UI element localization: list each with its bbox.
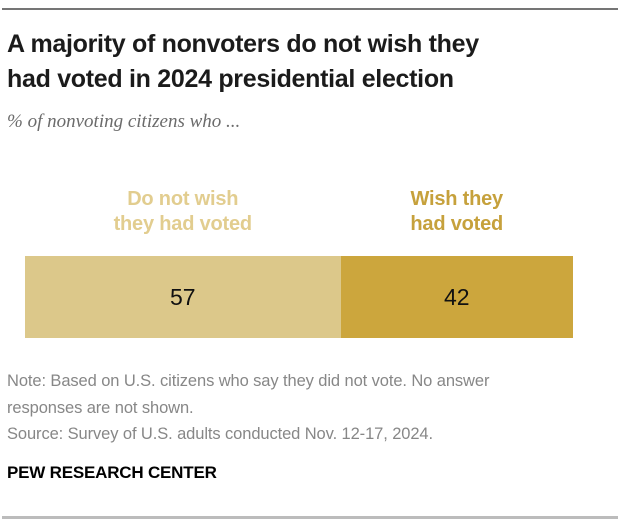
segment-label-line: Wish they (410, 188, 504, 210)
segment-labels-row: Do not wish they had voted Wish they had… (25, 187, 573, 237)
source-line: Source: Survey of U.S. adults conducted … (7, 425, 433, 443)
segment-label-line: Do not wish (127, 188, 239, 210)
segment-label-wish: Wish they had voted (341, 187, 573, 237)
chart-footnotes: Note: Based on U.S. citizens who say the… (7, 368, 489, 448)
top-divider (2, 8, 618, 10)
bar-segment-do-not-wish: 57 (25, 256, 341, 338)
stacked-bar-chart: Do not wish they had voted Wish they had… (25, 187, 573, 338)
segment-label-line: they had voted (113, 213, 253, 235)
bottom-divider (2, 516, 618, 519)
chart-title-line-1: A majority of nonvoters do not wish they (7, 30, 479, 58)
segment-label-line: had voted (410, 213, 504, 235)
chart-title: A majority of nonvoters do not wish they… (7, 27, 479, 97)
bar-segment-wish: 42 (340, 256, 573, 338)
chart-subtitle: % of nonvoting citizens who ... (7, 111, 241, 132)
bar-value-label: 57 (169, 283, 196, 310)
segment-label-do-not-wish: Do not wish they had voted (25, 187, 341, 237)
note-line-2: responses are not shown. (7, 398, 194, 417)
stacked-bar: 57 42 (25, 256, 573, 338)
pew-research-center-wordmark: PEW RESEARCH CENTER (7, 463, 217, 482)
note-line-1: Note: Based on U.S. citizens who say the… (7, 372, 490, 390)
chart-title-line-2: had voted in 2024 presidential election (7, 65, 454, 93)
bar-value-label: 42 (443, 283, 470, 310)
